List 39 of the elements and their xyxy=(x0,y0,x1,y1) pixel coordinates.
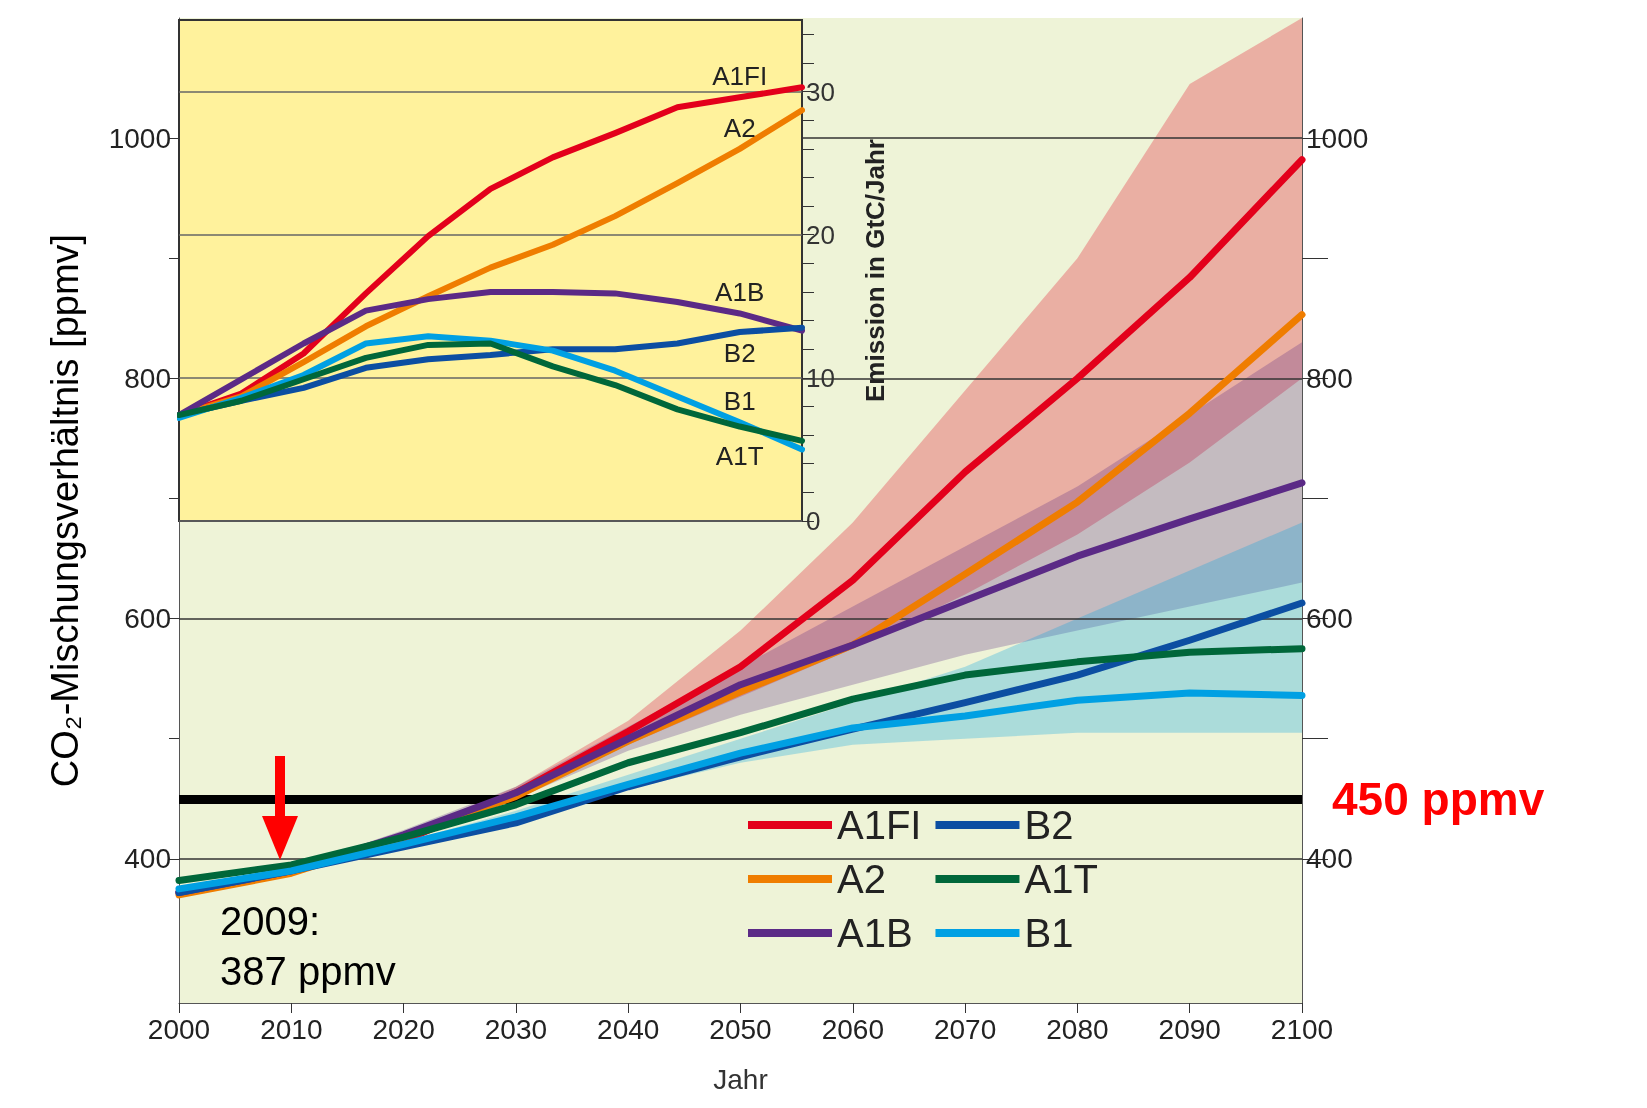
x-tick-label: 2060 xyxy=(821,1013,884,1045)
y-tick-label: 30 xyxy=(806,76,835,107)
x-tick-label: 2000 xyxy=(147,1013,211,1045)
y-tick-label: 800 xyxy=(124,362,171,394)
y-tick-label: 600 xyxy=(124,603,171,635)
y-axis-title: Emission in GtC/Jahr xyxy=(860,139,890,402)
legend-label: A1B xyxy=(837,911,913,955)
legend-label: B2 xyxy=(1024,803,1074,847)
x-tick-label: 2010 xyxy=(260,1013,323,1045)
y2-tick-label: 600 xyxy=(1306,603,1353,635)
series-label: A2 xyxy=(723,112,756,143)
x-tick-label: 2020 xyxy=(372,1013,435,1045)
legend-label: A1T xyxy=(1024,857,1098,901)
legend-label: B1 xyxy=(1024,911,1074,955)
x-tick-label: 2080 xyxy=(1046,1013,1109,1045)
y2-tick-label: 800 xyxy=(1306,362,1353,394)
ref-line-label: 450 ppmv xyxy=(1332,772,1545,825)
x-tick-label: 2100 xyxy=(1270,1013,1334,1045)
y2-tick-label: 400 xyxy=(1306,843,1353,875)
y-tick-label: 400 xyxy=(124,843,171,875)
y-axis-title: CO₂-Mischungsverhältnis [ppmv] xyxy=(44,233,86,788)
series-label: B2 xyxy=(723,338,756,369)
x-tick-label: 2030 xyxy=(484,1013,548,1045)
series-label: A1FI xyxy=(712,61,768,92)
y-tick-label: 20 xyxy=(806,219,835,250)
legend-label: A2 xyxy=(837,857,886,901)
x-tick-label: 2070 xyxy=(933,1013,997,1045)
series-label: B1 xyxy=(723,386,756,417)
x-tick-label: 2050 xyxy=(709,1013,772,1045)
x-tick-label: 2090 xyxy=(1158,1013,1221,1045)
annotation: 2009: 387 ppmv xyxy=(220,899,396,994)
y2-tick-label: 1000 xyxy=(1306,122,1369,154)
y-tick-label: 1000 xyxy=(108,122,171,154)
series-label: A1B xyxy=(715,277,765,308)
series-label: A1T xyxy=(715,440,764,471)
x-axis-title: Jahr xyxy=(713,1063,768,1095)
legend-label: A1FI xyxy=(837,803,922,847)
y-tick-label: 0 xyxy=(806,506,821,536)
x-tick-label: 2040 xyxy=(597,1013,660,1045)
